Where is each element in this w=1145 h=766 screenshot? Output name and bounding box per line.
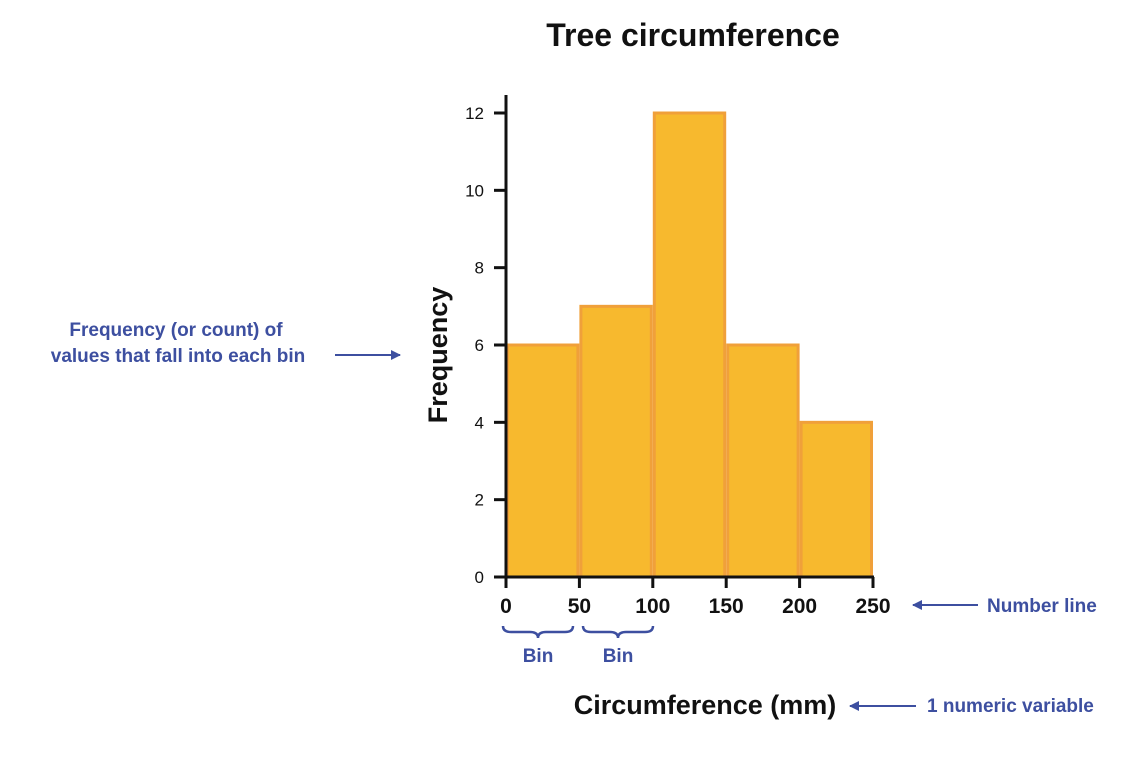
x-tick-label: 50	[568, 595, 591, 618]
histogram-bar	[506, 343, 580, 579]
bin2-label: Bin	[603, 646, 634, 667]
number-line-annotation: Number line	[987, 596, 1097, 617]
y-tick-label: 0	[475, 568, 484, 587]
bin2-brace-icon	[581, 625, 655, 639]
chart-title: Tree circumference	[546, 17, 840, 53]
y-tick-label: 10	[465, 181, 484, 200]
x-tick-label: 100	[635, 595, 670, 618]
bin1-brace-icon	[501, 625, 575, 639]
x-tick-label: 200	[782, 595, 817, 618]
histogram-bar	[799, 420, 873, 579]
frequency-annotation-line1: Frequency (or count) of	[69, 320, 283, 341]
variable-annotation: 1 numeric variable	[927, 696, 1094, 717]
histogram-bar	[652, 111, 727, 579]
y-tick-label: 8	[475, 259, 484, 278]
x-tick-label: 150	[709, 595, 744, 618]
y-axis-label: Frequency	[423, 287, 453, 424]
y-tick-label: 4	[475, 413, 484, 432]
x-tick-label: 250	[855, 595, 890, 618]
y-tick-label: 6	[475, 336, 484, 355]
y-tick-label: 12	[465, 104, 484, 123]
frequency-annotation-line2: values that fall into each bin	[51, 346, 305, 367]
bin1-label: Bin	[523, 646, 554, 667]
x-axis-label: Circumference (mm)	[574, 690, 837, 720]
histogram-bar	[726, 343, 800, 579]
y-tick-label: 2	[475, 491, 484, 510]
histogram-bar	[579, 304, 653, 579]
x-tick-label: 0	[500, 595, 512, 618]
